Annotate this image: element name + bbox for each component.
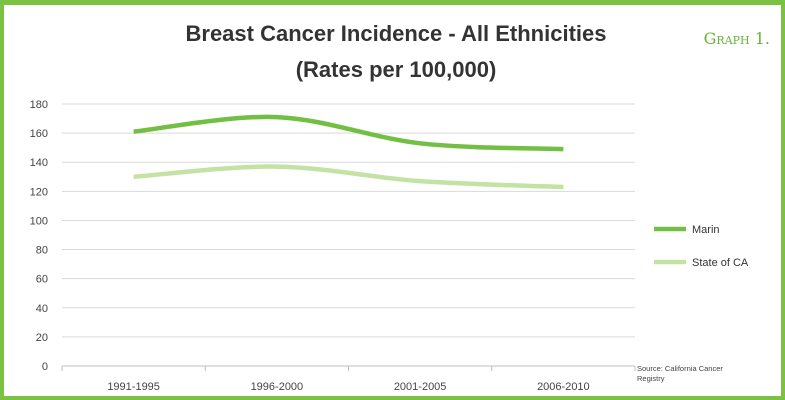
source-note-line1: Source: California Cancer — [637, 364, 723, 373]
y-tick-label-60: 60 — [36, 274, 48, 286]
legend-label-marin: Marin — [692, 224, 720, 236]
x-axis: 1991-1995 1996-2000 2001-2005 2006-2010 — [61, 366, 636, 393]
chart-subtitle: (Rates per 100,000) — [296, 57, 497, 82]
y-tick-label-160: 160 — [30, 128, 48, 140]
chart-title: Breast Cancer Incidence - All Ethnicitie… — [186, 21, 607, 46]
gridlines — [62, 103, 635, 367]
y-tick-label-40: 40 — [36, 303, 48, 315]
y-axis-ticks: 0 20 40 60 80 100 120 140 160 180 — [30, 99, 48, 373]
source-note-line2: Registry — [637, 374, 665, 383]
x-tick-label-2001-2005: 2001-2005 — [394, 381, 447, 393]
series-line-marin — [133, 114, 564, 152]
y-tick-label-140: 140 — [30, 157, 48, 169]
x-tick-label-1996-2000: 1996-2000 — [251, 381, 304, 393]
y-tick-label-0: 0 — [42, 361, 48, 373]
x-tick-label-1991-1995: 1991-1995 — [107, 381, 160, 393]
y-tick-label-180: 180 — [30, 99, 48, 111]
y-tick-label-100: 100 — [30, 215, 48, 227]
legend: Marin State of CA — [654, 224, 749, 269]
y-tick-label-20: 20 — [36, 332, 48, 344]
y-tick-label-120: 120 — [30, 186, 48, 198]
legend-label-state-of-ca: State of CA — [692, 257, 749, 269]
y-tick-label-80: 80 — [36, 245, 48, 257]
x-tick-label-2006-2010: 2006-2010 — [537, 381, 590, 393]
graph-label: Graph 1. — [704, 29, 770, 48]
series-line-state-of-ca — [133, 164, 564, 190]
series-lines — [133, 114, 564, 190]
